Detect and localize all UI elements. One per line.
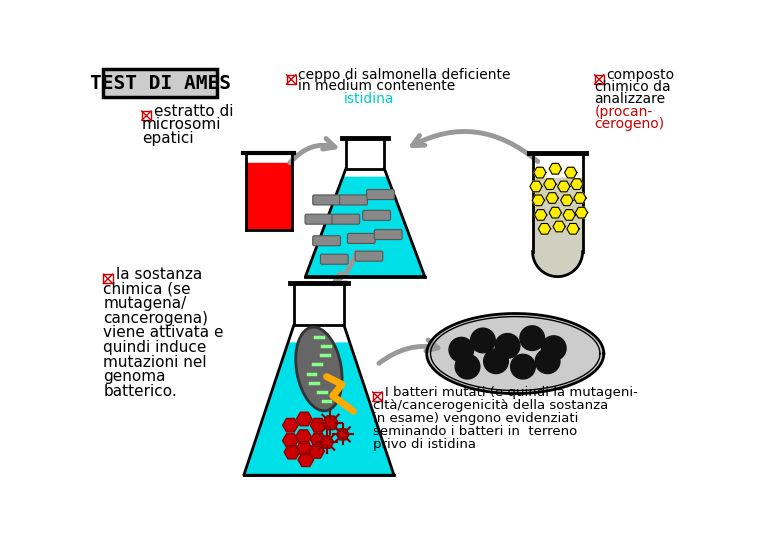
- Circle shape: [495, 334, 520, 358]
- Polygon shape: [533, 252, 583, 276]
- Text: la sostanza: la sostanza: [115, 267, 202, 282]
- Polygon shape: [534, 210, 547, 220]
- Text: microsomi: microsomi: [142, 117, 222, 132]
- FancyBboxPatch shape: [313, 236, 340, 246]
- Polygon shape: [549, 164, 562, 174]
- Text: viene attivata e: viene attivata e: [103, 325, 224, 340]
- Text: chimica (se: chimica (se: [103, 281, 191, 296]
- Polygon shape: [533, 153, 583, 252]
- Polygon shape: [533, 252, 583, 276]
- FancyBboxPatch shape: [355, 251, 383, 261]
- Polygon shape: [296, 442, 312, 455]
- Polygon shape: [296, 430, 311, 443]
- Text: chimico da: chimico da: [594, 80, 670, 94]
- Circle shape: [541, 336, 566, 361]
- Polygon shape: [246, 163, 292, 231]
- Circle shape: [535, 349, 560, 374]
- Polygon shape: [310, 418, 326, 432]
- Polygon shape: [427, 314, 604, 394]
- Polygon shape: [320, 436, 334, 448]
- Polygon shape: [567, 224, 580, 234]
- FancyBboxPatch shape: [367, 190, 395, 200]
- FancyBboxPatch shape: [321, 254, 348, 264]
- Polygon shape: [532, 195, 544, 206]
- Polygon shape: [571, 179, 583, 190]
- Polygon shape: [284, 446, 300, 459]
- Circle shape: [470, 328, 495, 353]
- Circle shape: [484, 349, 509, 374]
- Polygon shape: [310, 433, 326, 447]
- Text: composto: composto: [606, 68, 674, 82]
- Polygon shape: [534, 167, 546, 178]
- Text: quindi induce: quindi induce: [103, 340, 207, 355]
- Polygon shape: [546, 193, 558, 204]
- Circle shape: [511, 354, 535, 379]
- Polygon shape: [544, 179, 556, 190]
- Polygon shape: [549, 207, 562, 218]
- Text: in esame) vengono evidenziati: in esame) vengono evidenziati: [373, 411, 578, 425]
- Text: seminando i batteri in  terreno: seminando i batteri in terreno: [373, 425, 577, 438]
- Bar: [594, 75, 604, 84]
- Bar: [286, 75, 296, 84]
- Circle shape: [449, 338, 473, 362]
- Text: batterico.: batterico.: [103, 384, 177, 399]
- Text: cancerogena): cancerogena): [103, 310, 208, 326]
- Polygon shape: [533, 178, 583, 252]
- Polygon shape: [553, 221, 566, 232]
- Text: privo di istidina: privo di istidina: [373, 438, 476, 451]
- Text: I batteri mutati (e quindi la mutageni-: I batteri mutati (e quindi la mutageni-: [385, 386, 638, 399]
- Polygon shape: [306, 177, 425, 276]
- Polygon shape: [337, 429, 349, 440]
- Text: ceppo di salmonella deficiente: ceppo di salmonella deficiente: [298, 68, 511, 82]
- Text: mutazioni nel: mutazioni nel: [103, 355, 207, 369]
- Polygon shape: [561, 195, 573, 206]
- Text: cità/cancerogenicità della sostanza: cità/cancerogenicità della sostanza: [373, 399, 608, 411]
- Polygon shape: [563, 210, 576, 220]
- Text: epatici: epatici: [142, 131, 193, 146]
- Bar: [103, 69, 218, 97]
- Bar: [103, 274, 112, 284]
- FancyBboxPatch shape: [347, 233, 375, 244]
- Circle shape: [456, 354, 480, 379]
- FancyBboxPatch shape: [313, 195, 340, 205]
- Text: in medium contenente: in medium contenente: [298, 79, 456, 93]
- FancyBboxPatch shape: [374, 230, 402, 240]
- Text: (procan-: (procan-: [594, 105, 653, 119]
- Polygon shape: [282, 434, 298, 447]
- Bar: [142, 111, 151, 120]
- Ellipse shape: [296, 327, 342, 411]
- Text: TEST DI AMES: TEST DI AMES: [90, 74, 231, 93]
- Polygon shape: [298, 453, 314, 467]
- FancyBboxPatch shape: [340, 195, 367, 205]
- Polygon shape: [282, 418, 298, 432]
- Text: istidina: istidina: [344, 92, 394, 106]
- Polygon shape: [574, 193, 586, 204]
- Polygon shape: [246, 153, 292, 231]
- Bar: [373, 392, 382, 401]
- Polygon shape: [530, 181, 542, 192]
- Polygon shape: [296, 413, 312, 426]
- Text: mutagena/: mutagena/: [103, 296, 186, 311]
- Polygon shape: [323, 416, 339, 429]
- Polygon shape: [565, 167, 577, 178]
- Polygon shape: [309, 444, 324, 458]
- Polygon shape: [538, 224, 551, 234]
- Polygon shape: [576, 207, 587, 218]
- Text: analizzare: analizzare: [594, 92, 665, 106]
- Polygon shape: [244, 343, 394, 475]
- Polygon shape: [558, 181, 570, 192]
- Text: cerogeno): cerogeno): [594, 117, 665, 131]
- FancyBboxPatch shape: [363, 211, 391, 220]
- Circle shape: [519, 326, 544, 350]
- FancyBboxPatch shape: [332, 214, 360, 224]
- Text: estratto di: estratto di: [154, 104, 234, 118]
- Text: genoma: genoma: [103, 369, 166, 384]
- FancyBboxPatch shape: [305, 214, 333, 224]
